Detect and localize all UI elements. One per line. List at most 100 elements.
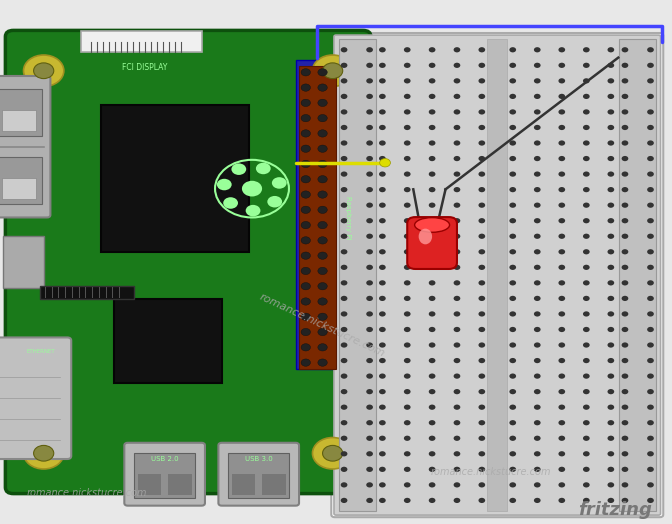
Circle shape (34, 63, 54, 79)
Circle shape (301, 206, 310, 213)
Circle shape (301, 267, 310, 275)
Circle shape (622, 358, 628, 363)
Circle shape (404, 47, 411, 52)
Circle shape (509, 265, 516, 270)
Circle shape (558, 140, 565, 146)
Circle shape (622, 311, 628, 316)
Circle shape (366, 405, 373, 410)
Circle shape (509, 94, 516, 99)
Circle shape (534, 125, 540, 130)
Circle shape (341, 265, 347, 270)
Circle shape (558, 280, 565, 286)
Circle shape (647, 218, 654, 223)
Bar (299, 66, 336, 369)
Circle shape (534, 63, 540, 68)
Circle shape (607, 140, 614, 146)
Circle shape (379, 358, 386, 363)
Circle shape (429, 327, 435, 332)
Circle shape (318, 267, 327, 275)
Circle shape (454, 203, 460, 208)
Circle shape (429, 265, 435, 270)
Text: romance.nickstucre.com: romance.nickstucre.com (430, 466, 551, 477)
Circle shape (323, 445, 343, 461)
Circle shape (318, 237, 327, 244)
Circle shape (366, 125, 373, 130)
Text: romance.nickstucre.com: romance.nickstucre.com (258, 291, 387, 358)
Circle shape (478, 203, 485, 208)
Circle shape (404, 327, 411, 332)
Circle shape (558, 374, 565, 379)
Circle shape (404, 311, 411, 316)
Circle shape (341, 249, 347, 255)
Circle shape (583, 498, 589, 503)
Circle shape (583, 110, 589, 115)
Circle shape (607, 94, 614, 99)
Circle shape (478, 311, 485, 316)
Circle shape (478, 420, 485, 425)
Circle shape (454, 78, 460, 83)
Text: USB 3.0: USB 3.0 (245, 456, 273, 462)
Circle shape (558, 47, 565, 52)
Circle shape (607, 342, 614, 347)
Circle shape (558, 358, 565, 363)
Circle shape (607, 280, 614, 286)
Circle shape (366, 327, 373, 332)
FancyBboxPatch shape (407, 217, 457, 269)
Circle shape (366, 420, 373, 425)
Circle shape (478, 110, 485, 115)
Circle shape (404, 358, 411, 363)
Circle shape (534, 420, 540, 425)
Circle shape (558, 405, 565, 410)
Circle shape (404, 435, 411, 441)
Circle shape (429, 234, 435, 239)
Circle shape (34, 445, 54, 461)
Circle shape (478, 125, 485, 130)
Circle shape (301, 252, 310, 259)
Circle shape (622, 125, 628, 130)
Circle shape (341, 203, 347, 208)
Circle shape (583, 482, 589, 487)
Circle shape (622, 482, 628, 487)
Circle shape (509, 296, 516, 301)
Circle shape (647, 498, 654, 503)
Circle shape (509, 203, 516, 208)
Circle shape (534, 358, 540, 363)
Circle shape (509, 358, 516, 363)
Circle shape (509, 451, 516, 456)
Bar (232, 474, 255, 495)
Bar (40, 286, 134, 299)
Circle shape (454, 296, 460, 301)
Circle shape (379, 280, 386, 286)
Circle shape (583, 78, 589, 83)
Circle shape (318, 252, 327, 259)
Circle shape (607, 218, 614, 223)
Circle shape (379, 311, 386, 316)
Circle shape (318, 176, 327, 183)
Circle shape (318, 222, 327, 229)
Circle shape (404, 203, 411, 208)
Circle shape (404, 405, 411, 410)
Bar (101, 105, 249, 252)
Circle shape (318, 145, 327, 152)
Circle shape (341, 451, 347, 456)
Circle shape (478, 63, 485, 68)
Circle shape (478, 171, 485, 177)
Circle shape (379, 187, 386, 192)
Circle shape (622, 140, 628, 146)
Circle shape (379, 140, 386, 146)
Circle shape (404, 451, 411, 456)
Circle shape (223, 197, 238, 209)
Circle shape (534, 467, 540, 472)
Circle shape (534, 265, 540, 270)
Circle shape (607, 249, 614, 255)
Circle shape (366, 467, 373, 472)
Circle shape (267, 196, 282, 208)
Circle shape (379, 420, 386, 425)
Circle shape (558, 78, 565, 83)
Circle shape (429, 203, 435, 208)
Circle shape (534, 280, 540, 286)
Circle shape (647, 140, 654, 146)
FancyBboxPatch shape (334, 35, 661, 515)
Bar (228, 453, 289, 498)
FancyBboxPatch shape (5, 30, 371, 494)
